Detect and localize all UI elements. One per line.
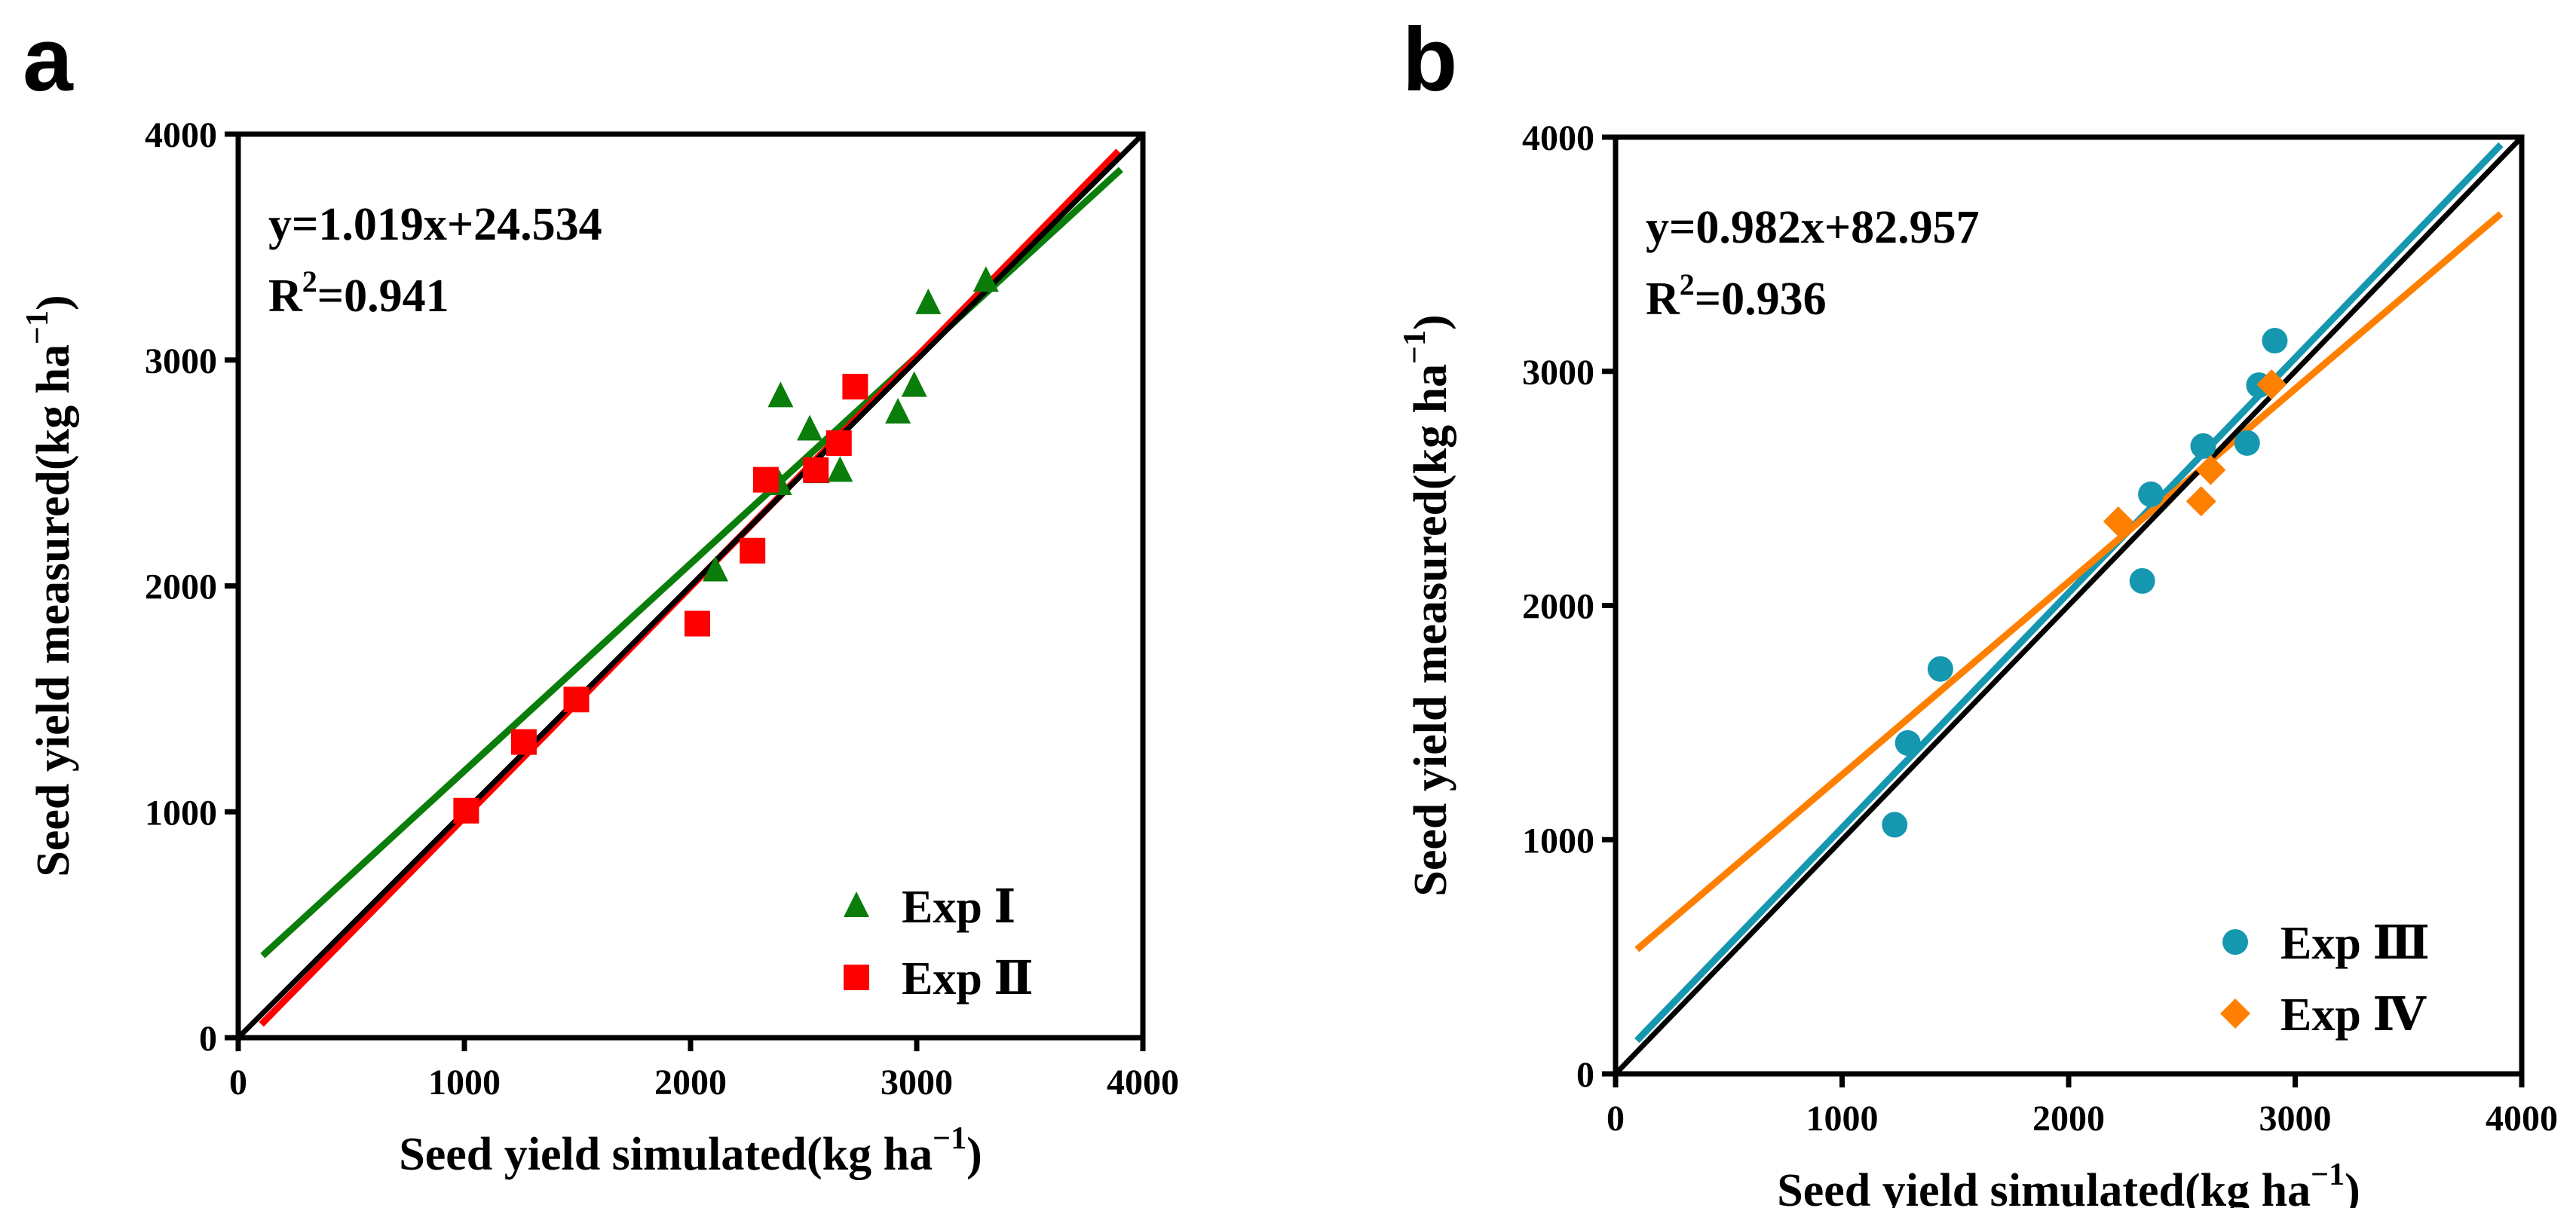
data-point-1 — [2195, 454, 2226, 485]
r-squared-value: =0.941 — [317, 271, 449, 322]
x-axis-title: Seed yield simulated(kg ha−1) — [1777, 1158, 2360, 1208]
data-point-0 — [797, 414, 823, 441]
x-tick-label: 4000 — [2486, 1099, 2558, 1139]
data-point-1 — [2256, 369, 2287, 400]
data-point-1 — [740, 537, 766, 564]
y-tick-label: 2000 — [1522, 587, 1594, 627]
data-point-0 — [827, 456, 853, 482]
x-tick-label: 2000 — [2032, 1099, 2105, 1139]
panel-a: a 0 1000 2000 3000 4000 0 1000 2000 3000 4000 Seed … — [20, 9, 1179, 1180]
data-point-1 — [453, 797, 479, 824]
data-point-0 — [1927, 656, 1953, 682]
panel-b: b 0 1000 2000 3000 4000 0 1000 2000 3000 4000 Seed … — [1398, 9, 2558, 1208]
x-tick-label: 1000 — [428, 1063, 501, 1102]
data-point-0 — [767, 381, 794, 408]
y-axis-title-text: Seed yield measured(kg ha — [28, 344, 79, 877]
y-tick-label: 4000 — [145, 115, 217, 155]
data-point-1 — [752, 466, 779, 493]
y-axis-title-exponent: −1 — [20, 310, 55, 344]
y-tick-label: 4000 — [1522, 118, 1594, 158]
data-point-1 — [803, 457, 829, 483]
data-point-0 — [2129, 567, 2155, 594]
y-tick-label: 2000 — [145, 567, 217, 607]
x-tick-label: 3000 — [2259, 1099, 2332, 1139]
fit-line-0 — [1634, 142, 2504, 1043]
x-tick-label: 3000 — [881, 1063, 953, 1102]
x-axis-title-exponent: −1 — [933, 1121, 966, 1156]
data-point-0 — [2190, 433, 2216, 459]
r-squared-sup: 2 — [1680, 268, 1695, 301]
x-axis-title-close: ) — [2345, 1165, 2360, 1208]
r-squared-label: R — [268, 271, 303, 322]
data-point-0 — [885, 397, 911, 424]
y-axis-title-close: ) — [1405, 314, 1456, 330]
y-tick-label: 0 — [199, 1019, 217, 1059]
y-tick-label: 1000 — [1522, 821, 1594, 861]
legend-marker-1 — [844, 965, 869, 990]
data-point-1 — [2185, 486, 2216, 517]
data-point-0 — [2138, 481, 2164, 507]
x-axis-title-text: Seed yield simulated(kg ha — [399, 1129, 933, 1180]
y-tick-label: 3000 — [1522, 353, 1594, 393]
data-point-1 — [2103, 506, 2133, 537]
y-tick-label: 0 — [1576, 1055, 1594, 1095]
reference-line-1to1 — [1613, 135, 2524, 1076]
y-tick-label: 3000 — [145, 341, 217, 381]
data-point-0 — [1894, 729, 1921, 756]
r-squared-sup: 2 — [302, 265, 317, 298]
r-squared: R2=0.941 — [268, 265, 449, 322]
data-point-0 — [973, 266, 999, 292]
legend-marker-0 — [844, 891, 869, 917]
data-point-0 — [901, 371, 927, 397]
y-tick-label: 1000 — [145, 793, 217, 833]
regression-equation: y=1.019x+24.534 — [268, 199, 602, 250]
data-point-1 — [825, 430, 852, 457]
x-axis-title: Seed yield simulated(kg ha−1) — [399, 1121, 982, 1180]
legend-label-0: Exp Ⅲ — [2280, 918, 2430, 969]
x-axis-title-exponent: −1 — [2311, 1158, 2345, 1192]
data-point-0 — [2262, 328, 2288, 354]
x-tick-label: 2000 — [654, 1063, 727, 1102]
x-axis-title-text: Seed yield simulated(kg ha — [1777, 1165, 2311, 1208]
y-axis-title-exponent: −1 — [1398, 330, 1432, 364]
r-squared-label: R — [1646, 274, 1680, 325]
data-point-0 — [703, 555, 728, 582]
data-point-0 — [915, 288, 942, 314]
legend-marker-0 — [2222, 929, 2248, 955]
panel-label: b — [1402, 9, 1457, 110]
x-tick-label: 1000 — [1806, 1099, 1879, 1139]
fit-line-1 — [1634, 211, 2504, 953]
legend-label-0: Exp Ⅰ — [902, 882, 1015, 933]
x-tick-label: 0 — [1607, 1099, 1625, 1139]
data-point-1 — [842, 374, 868, 400]
r-squared: R2=0.936 — [1646, 268, 1827, 325]
x-tick-label: 0 — [229, 1063, 247, 1102]
y-axis-title-text: Seed yield measured(kg ha — [1405, 364, 1456, 897]
x-axis-title-close: ) — [966, 1129, 982, 1180]
data-point-0 — [1882, 812, 1908, 838]
y-axis-title-close: ) — [28, 295, 79, 310]
regression-equation: y=0.982x+82.957 — [1646, 202, 1980, 253]
legend-label-1: Exp Ⅳ — [2280, 989, 2427, 1041]
data-point-1 — [510, 729, 537, 755]
data-point-0 — [2234, 430, 2260, 456]
y-axis-title: Seed yield measured(kg ha−1) — [20, 295, 79, 876]
r-squared-value: =0.936 — [1695, 274, 1827, 325]
y-axis-title: Seed yield measured(kg ha−1) — [1398, 314, 1456, 896]
data-point-1 — [685, 610, 710, 637]
legend-marker-1 — [2220, 999, 2250, 1029]
x-tick-label: 4000 — [1107, 1063, 1179, 1102]
data-point-1 — [563, 687, 590, 713]
panel-label: a — [23, 9, 74, 110]
legend-label-1: Exp Ⅱ — [902, 953, 1034, 1005]
